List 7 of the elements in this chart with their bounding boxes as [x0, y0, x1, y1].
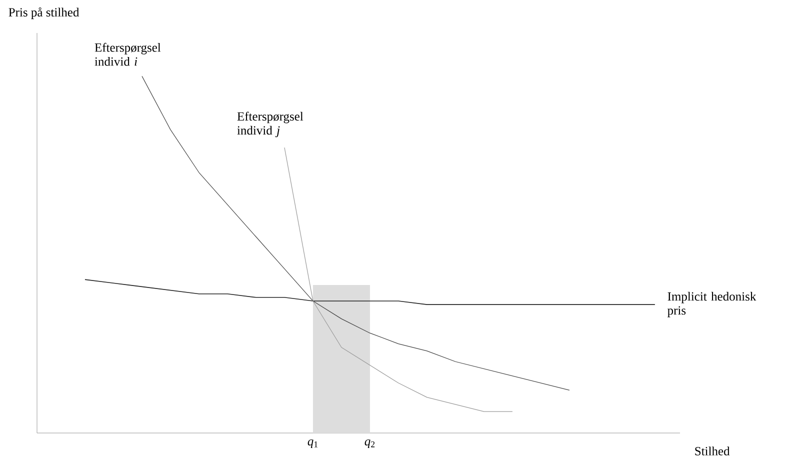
x-axis-title: Stilhed [695, 446, 730, 456]
x-tick-label: q$_{1}$ [308, 439, 318, 448]
series-label: Efterspørgsel individ j [237, 112, 304, 138]
x-tick-label: q$_{2}$ [364, 439, 375, 448]
series-label: Efterspørgsel individ i [94, 42, 161, 66]
series-label: Implicit hedonisk pris [668, 292, 756, 318]
y-axis-title: Pris på stilhed [8, 7, 80, 20]
